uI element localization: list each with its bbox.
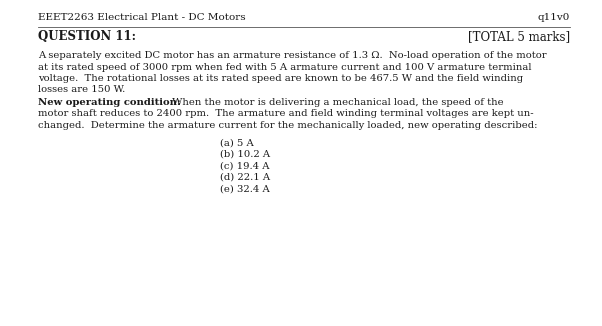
Text: q11v0: q11v0 bbox=[538, 13, 570, 22]
Text: [TOTAL 5 marks]: [TOTAL 5 marks] bbox=[468, 31, 570, 43]
Text: (a) 5 A: (a) 5 A bbox=[220, 139, 254, 147]
Text: changed.  Determine the armature current for the mechanically loaded, new operat: changed. Determine the armature current … bbox=[38, 121, 538, 130]
Text: New operating condition:: New operating condition: bbox=[38, 98, 181, 107]
Text: (c) 19.4 A: (c) 19.4 A bbox=[220, 161, 270, 170]
Text: at its rated speed of 3000 rpm when fed with 5 A armature current and 100 V arma: at its rated speed of 3000 rpm when fed … bbox=[38, 63, 532, 71]
Text: voltage.  The rotational losses at its rated speed are known to be 467.5 W and t: voltage. The rotational losses at its ra… bbox=[38, 74, 523, 83]
Text: losses are 150 W.: losses are 150 W. bbox=[38, 85, 125, 95]
Text: motor shaft reduces to 2400 rpm.  The armature and field winding terminal voltag: motor shaft reduces to 2400 rpm. The arm… bbox=[38, 110, 533, 118]
Text: (b) 10.2 A: (b) 10.2 A bbox=[220, 150, 270, 159]
Text: (e) 32.4 A: (e) 32.4 A bbox=[220, 185, 270, 194]
Text: (d) 22.1 A: (d) 22.1 A bbox=[220, 173, 270, 182]
Text: A separately excited DC motor has an armature resistance of 1.3 Ω.  No-load oper: A separately excited DC motor has an arm… bbox=[38, 51, 547, 60]
Text: QUESTION 11:: QUESTION 11: bbox=[38, 31, 136, 43]
Text: When the motor is delivering a mechanical load, the speed of the: When the motor is delivering a mechanica… bbox=[169, 98, 504, 107]
Text: EEET2263 Electrical Plant - DC Motors: EEET2263 Electrical Plant - DC Motors bbox=[38, 13, 246, 22]
